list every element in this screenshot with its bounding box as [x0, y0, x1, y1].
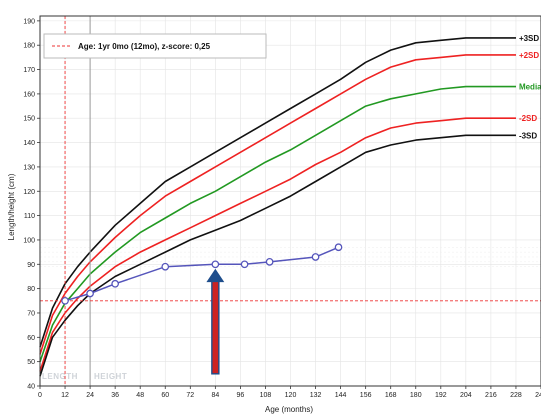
x-tick-label-84: 84: [211, 392, 219, 399]
annotation-box-frame: [43, 33, 267, 59]
x-tick-label-228: 228: [510, 392, 522, 399]
curve-label-0: +3SD: [519, 34, 539, 43]
x-tick-label-48: 48: [136, 392, 144, 399]
x-tick-label-12: 12: [61, 392, 69, 399]
x-tick-label-108: 108: [260, 392, 272, 399]
grid: [39, 16, 541, 387]
x-tick-label-240: 240: [535, 392, 541, 399]
marker-arrow: [206, 268, 225, 375]
x-tick-label-144: 144: [335, 392, 347, 399]
y-tick-label-190: 190: [23, 18, 35, 25]
x-tick-label-24: 24: [86, 392, 94, 399]
curve-label-4: -3SD: [519, 131, 537, 140]
y-tick-label-100: 100: [23, 237, 35, 244]
y-tick-label-130: 130: [23, 164, 35, 171]
y-tick-label-150: 150: [23, 116, 35, 123]
axes: 0 12 24 36 48 60 72 84 96 108 120 132 144 156 168 180 19…: [23, 15, 541, 399]
y-axis-title: Length/height (cm): [7, 173, 16, 240]
patient-point-5: [240, 260, 249, 269]
patient-point-3: [161, 262, 170, 271]
y-tick-label-40: 40: [27, 384, 35, 391]
x-tick-label-204: 204: [460, 392, 472, 399]
x-axis-title: Age (months): [265, 405, 313, 414]
patient-point-6: [265, 258, 274, 266]
y-tick-label-60: 60: [27, 335, 35, 342]
guide-lines: [40, 16, 541, 386]
x-tick-label-156: 156: [360, 392, 372, 399]
x-tick-label-216: 216: [485, 392, 497, 399]
reference-curve-0: [39, 37, 516, 348]
y-tick-label-170: 170: [23, 67, 35, 74]
curve-label-1: +2SD: [519, 51, 539, 60]
patient-point-0: [61, 296, 69, 305]
y-tick-label-110: 110: [24, 213, 35, 220]
y-tick-label-120: 120: [23, 189, 35, 196]
x-tick-label-192: 192: [435, 392, 447, 399]
y-tick-label-90: 90: [27, 262, 35, 269]
x-tick-label-0: 0: [38, 392, 42, 399]
x-tick-label-120: 120: [285, 392, 297, 399]
patient-point-4: [211, 260, 220, 269]
patient-point-7: [311, 253, 320, 261]
curve-label-2: Median: [519, 83, 541, 92]
x-tick-label-36: 36: [111, 392, 119, 399]
reference-curve-1: [39, 54, 516, 355]
y-tick-label-160: 160: [23, 91, 35, 98]
y-tick-label-180: 180: [23, 43, 35, 50]
annotation-text: Age: 1yr 0mo (12mo), z-score: 0,25: [78, 42, 211, 51]
patient-point-2: [111, 279, 120, 288]
curve-label-3: -2SD: [519, 114, 537, 123]
patient-point-1: [86, 289, 94, 298]
reference-curve-2: [39, 85, 516, 362]
patient-measurements: [61, 243, 343, 305]
region-label-length: LENGTH: [42, 372, 78, 381]
reference-curve-3: [39, 117, 516, 372]
annotation-box: Age: 1yr 0mo (12mo), z-score: 0,25: [43, 33, 267, 59]
x-tick-label-168: 168: [385, 392, 397, 399]
x-tick-label-72: 72: [186, 392, 194, 399]
patient-point-8: [334, 243, 343, 252]
region-label-height: HEIGHT: [94, 372, 127, 381]
x-tick-label-60: 60: [161, 392, 169, 399]
x-tick-label-132: 132: [310, 392, 322, 399]
x-tick-label-180: 180: [410, 392, 422, 399]
y-tick-label-80: 80: [27, 286, 35, 293]
x-tick-label-96: 96: [237, 392, 245, 399]
y-tick-label-140: 140: [23, 140, 35, 147]
reference-curves: +3SD +2SD Median -2SD -3SD: [39, 34, 541, 377]
y-tick-label-50: 50: [27, 359, 35, 366]
y-tick-label-70: 70: [27, 310, 35, 317]
region-labels: LENGTH HEIGHT: [42, 372, 127, 381]
marker-arrow-head: [206, 268, 225, 283]
reference-curve-4: [39, 134, 516, 377]
marker-arrow-shaft: [211, 278, 220, 375]
